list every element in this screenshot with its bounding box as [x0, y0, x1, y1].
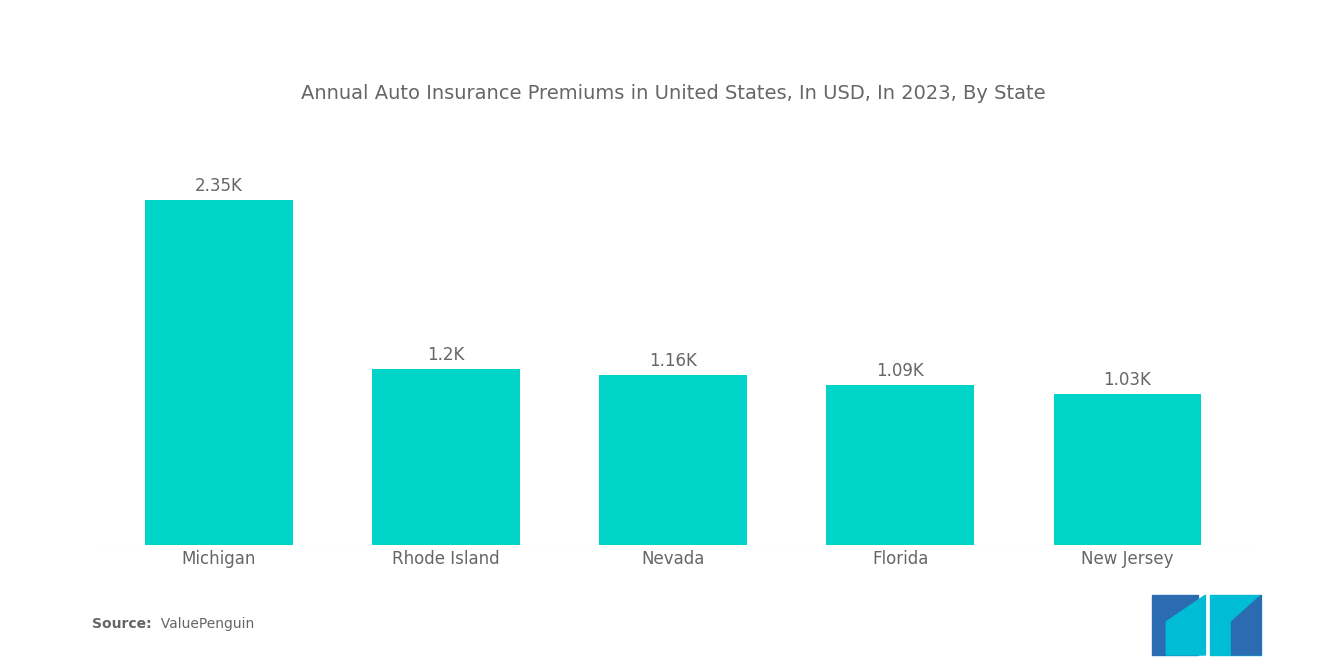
Text: Source:: Source:: [92, 617, 152, 632]
Text: 1.2K: 1.2K: [428, 346, 465, 364]
Bar: [599, 375, 747, 545]
Title: Annual Auto Insurance Premiums in United States, In USD, In 2023, By State: Annual Auto Insurance Premiums in United…: [301, 84, 1045, 103]
Polygon shape: [1210, 595, 1262, 655]
Polygon shape: [1152, 595, 1199, 655]
Bar: [1053, 394, 1201, 545]
Text: 1.16K: 1.16K: [649, 352, 697, 370]
Text: ValuePenguin: ValuePenguin: [152, 617, 253, 632]
Polygon shape: [1232, 595, 1262, 655]
Text: 2.35K: 2.35K: [195, 178, 243, 196]
Text: 1.03K: 1.03K: [1104, 371, 1151, 389]
Bar: [372, 369, 520, 545]
Polygon shape: [1167, 595, 1205, 655]
Bar: [826, 385, 974, 545]
Text: 1.09K: 1.09K: [876, 362, 924, 380]
Bar: [145, 200, 293, 545]
